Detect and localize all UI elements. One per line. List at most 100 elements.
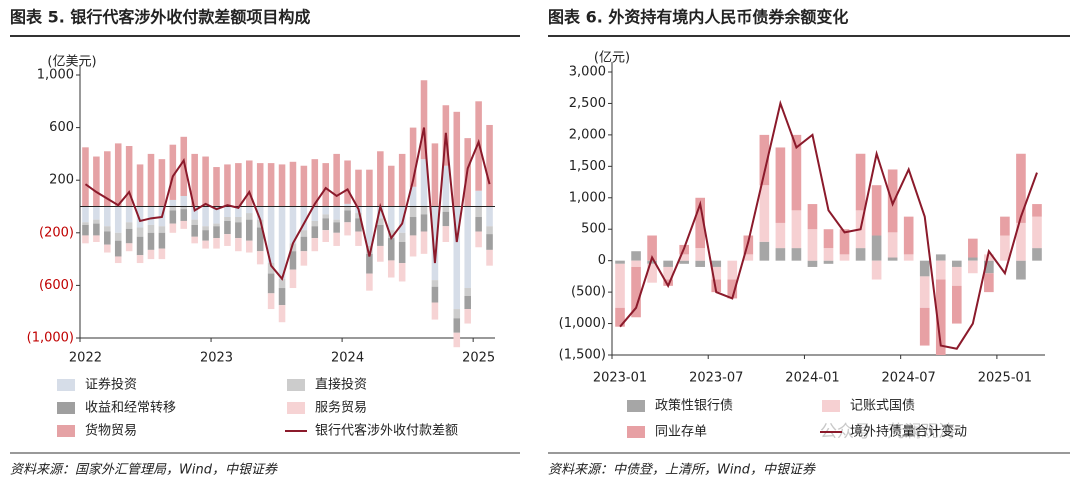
- bar-segment: [420, 159, 428, 207]
- bar-segment: [289, 161, 297, 207]
- bar-segment: [82, 222, 89, 225]
- bar-segment: [775, 222, 786, 249]
- bar-segment: [311, 206, 319, 221]
- bar-segment: [267, 206, 275, 264]
- legend-label: 境外持债量合计变动: [850, 424, 967, 440]
- bar-segment: [169, 206, 177, 211]
- bar-segment: [147, 153, 155, 207]
- x-tick-label: 2025-01: [978, 371, 1032, 386]
- bar-segment: [695, 197, 706, 249]
- bar-segment: [355, 213, 362, 219]
- bar-segment: [235, 222, 242, 239]
- bar-segment: [823, 260, 834, 264]
- legend-label: 服务贸易: [315, 400, 367, 416]
- bar-segment: [311, 159, 319, 207]
- bar-segment: [387, 260, 395, 278]
- y-tick-label: 600: [49, 120, 74, 135]
- bar-segment: [759, 134, 770, 186]
- bar-segment: [213, 167, 220, 207]
- bar-segment: [125, 222, 133, 229]
- bar-segment: [377, 245, 384, 262]
- bar-segment: [333, 232, 340, 246]
- bar-segment: [114, 143, 122, 207]
- bar-segment: [631, 260, 641, 267]
- bar-segment: [191, 224, 198, 237]
- bar-segment: [158, 159, 166, 207]
- bar-segment: [147, 232, 155, 250]
- bar-segment: [300, 251, 308, 266]
- x-tick-label: 2022: [69, 351, 102, 366]
- bar-segment: [246, 213, 253, 220]
- bar-segment: [409, 235, 417, 257]
- bar-segment: [158, 248, 166, 260]
- bar-segment: [486, 226, 493, 235]
- chart-title: 图表 6. 外资持有境内人民币债券余额变化: [548, 8, 848, 27]
- bar-segment: [453, 111, 461, 207]
- bar-segment: [344, 210, 351, 223]
- bar-segment: [180, 209, 188, 221]
- bar-segment: [147, 249, 155, 260]
- bar-segment: [442, 226, 450, 243]
- legend-swatch: [627, 400, 645, 412]
- x-tick-label: 2023-01: [593, 371, 647, 386]
- bar-segment: [169, 199, 177, 207]
- bar-segment: [125, 206, 133, 223]
- bar-segment: [1000, 216, 1010, 236]
- legend-swatch: [822, 400, 840, 412]
- bar-segment: [431, 280, 439, 287]
- bar-segment: [919, 276, 930, 308]
- bar-segment: [743, 254, 754, 261]
- bar-segment: [278, 206, 286, 279]
- legend-swatch: [287, 402, 305, 414]
- y-tick-label: (600): [39, 278, 74, 293]
- bar-segment: [903, 216, 914, 255]
- bar-segment: [711, 266, 722, 280]
- bar-segment: [278, 288, 286, 306]
- bar-segment: [114, 256, 122, 264]
- legend-label: 政策性银行债: [655, 398, 733, 414]
- y-tick-label: 1,000: [569, 190, 606, 205]
- x-tick-label: 2024-01: [785, 371, 839, 386]
- bar-segment: [82, 147, 89, 207]
- bar-segment: [322, 230, 329, 243]
- bar-segment: [475, 231, 482, 248]
- bar-segment: [344, 160, 351, 204]
- bar-segment: [104, 244, 111, 253]
- bar-segment: [355, 169, 362, 207]
- y-axis-label: (亿元): [594, 51, 630, 66]
- bar-segment: [935, 279, 946, 355]
- bar-segment: [256, 227, 264, 252]
- bar-segment: [398, 242, 406, 264]
- bar-segment: [213, 206, 220, 224]
- bar-segment: [114, 240, 122, 257]
- x-tick-label: 2024-07: [882, 371, 936, 386]
- y-tick-label: 500: [581, 222, 606, 237]
- bar-segment: [136, 236, 144, 256]
- bar-segment: [984, 254, 994, 261]
- bar-segment: [136, 255, 144, 264]
- bar-segment: [289, 269, 297, 289]
- y-tick-label: (500): [571, 285, 606, 300]
- bar-segment: [169, 210, 177, 224]
- bar-segment: [169, 223, 177, 233]
- bar-segment: [464, 206, 471, 289]
- bar-segment: [322, 206, 329, 215]
- bar-segment: [180, 220, 188, 229]
- bar-segment: [420, 231, 428, 254]
- bar-segment: [114, 206, 122, 233]
- line-series: [84, 127, 491, 281]
- bar-segment: [711, 279, 722, 293]
- bar-segment: [147, 206, 155, 225]
- bar-segment: [453, 309, 461, 319]
- bar-segment: [125, 228, 133, 244]
- bar-segment: [1000, 235, 1010, 261]
- bar-segment: [775, 248, 786, 261]
- y-tick-label: 1,000: [37, 68, 74, 83]
- bar-segment: [93, 223, 100, 236]
- bar-segment: [631, 251, 641, 261]
- bar-segment: [300, 165, 308, 207]
- legend-swatch: [57, 425, 75, 437]
- bar-segment: [807, 204, 818, 230]
- bar-segment: [464, 288, 471, 296]
- bar-segment: [235, 206, 242, 218]
